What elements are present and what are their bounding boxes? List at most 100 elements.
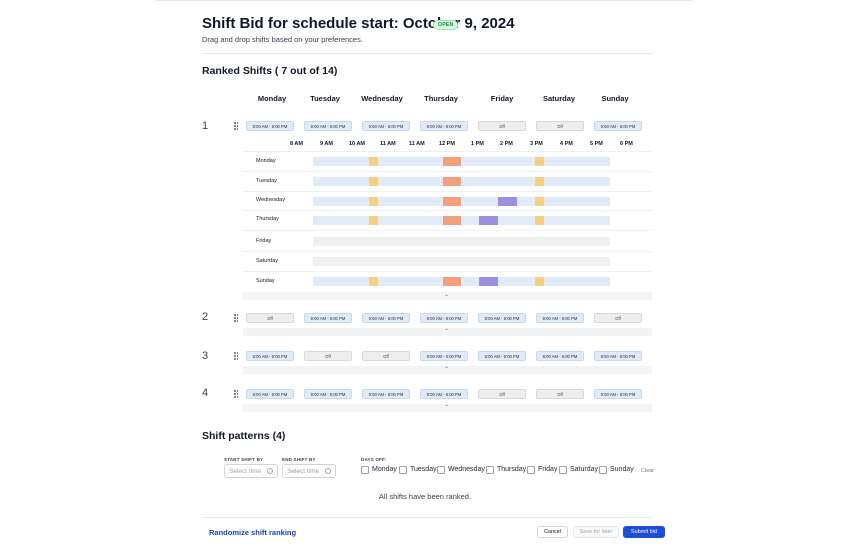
shift-timeline-bar xyxy=(313,216,610,225)
chevron-up-icon[interactable]: ⌃ xyxy=(444,405,450,411)
drag-handle-icon[interactable] xyxy=(234,352,238,360)
day-header-friday: Friday xyxy=(490,94,514,103)
shift-pill: 9:00 AM - 6:00 PM xyxy=(420,389,468,399)
hour-label: 5 PM xyxy=(590,141,603,147)
lunch-segment xyxy=(443,277,461,286)
shift-pill: 8:00 AM - 5:00 PM xyxy=(536,351,584,361)
end-time-placeholder: Select time xyxy=(287,467,320,475)
checkbox-wednesday[interactable] xyxy=(437,466,445,474)
chevron-up-icon[interactable]: ⌃ xyxy=(444,329,450,335)
off-day-timeline-bar xyxy=(313,257,610,266)
shift-pill: 9:00 AM - 6:00 PM xyxy=(536,313,584,323)
day-header-thursday: Thursday xyxy=(424,94,458,103)
submit-bid-button[interactable]: Submit bid xyxy=(623,526,665,538)
start-shift-label: START SHIFT BY xyxy=(224,457,264,462)
shift-pill: 9:00 AM - 6:00 PM xyxy=(594,121,642,131)
start-time-placeholder: Select time xyxy=(229,467,262,475)
row-divider xyxy=(243,210,652,211)
shift-pill: 9:00 AM - 6:00 PM xyxy=(362,121,410,131)
hour-label: 12 PM xyxy=(439,141,455,147)
shift-pill-off: Off xyxy=(246,313,294,323)
day-header-monday: Monday xyxy=(257,94,287,103)
drag-handle-icon[interactable] xyxy=(234,122,238,130)
break-segment xyxy=(535,177,544,186)
detail-day-label: Tuesday xyxy=(256,178,277,184)
drag-handle-icon[interactable] xyxy=(234,314,238,322)
empty-state-message: All shifts have been ranked. xyxy=(378,492,472,501)
detail-day-label: Saturday xyxy=(256,258,279,264)
top-divider xyxy=(156,0,692,1)
checkbox-saturday[interactable] xyxy=(559,466,567,474)
shift-pill-off: Off xyxy=(478,389,526,399)
hour-label: 10 AM xyxy=(349,141,365,147)
checkbox-friday[interactable] xyxy=(527,466,535,474)
day-header-tuesday: Tuesday xyxy=(310,94,340,103)
save-for-later-button[interactable]: Save for later xyxy=(573,526,619,538)
cancel-button[interactable]: Cancel xyxy=(537,526,568,538)
shift-pill: 9:00 AM - 6:00 PM xyxy=(246,121,294,131)
checkbox-sunday[interactable] xyxy=(599,466,607,474)
end-time-input[interactable]: Select time xyxy=(282,464,336,478)
shift-pill: 9:00 AM - 6:00 PM xyxy=(362,313,410,323)
hour-label: 11 AM xyxy=(409,141,425,147)
footer-divider xyxy=(202,517,652,518)
checkbox-label: Monday xyxy=(372,466,397,473)
checkbox-label: Tuesday xyxy=(410,466,437,473)
shift-pill: 9:00 AM - 6:00 PM xyxy=(420,121,468,131)
checkbox-tuesday[interactable] xyxy=(399,466,407,474)
expand-bar[interactable] xyxy=(243,404,652,412)
randomize-ranking-link[interactable]: Randomize shift ranking xyxy=(209,528,297,537)
day-header-saturday: Saturday xyxy=(542,94,576,103)
chevron-down-icon[interactable]: ⌄ xyxy=(444,292,450,298)
shift-timeline-bar xyxy=(313,157,610,166)
row-divider xyxy=(243,271,652,272)
row-divider xyxy=(243,251,652,252)
lunch-segment xyxy=(443,177,461,186)
row-divider xyxy=(243,230,652,231)
days-off-label: DAYS OFF: xyxy=(361,457,387,462)
hour-label: 2 PM xyxy=(500,141,513,147)
shift-patterns-title: Shift patterns (4) xyxy=(202,430,286,442)
shift-pill-off: Off xyxy=(478,121,526,131)
shift-timeline-bar xyxy=(313,197,610,206)
shift-pill: 8:00 AM - 5:00 PM xyxy=(246,351,294,361)
hour-label: 6 PM xyxy=(620,141,633,147)
drag-handle-icon[interactable] xyxy=(234,390,238,398)
hour-label: 11 AM xyxy=(380,141,396,147)
shift-pill: 8:00 AM - 5:00 PM xyxy=(478,351,526,361)
shift-pill-off: Off xyxy=(594,313,642,323)
detail-day-label: Monday xyxy=(256,158,276,164)
row-divider xyxy=(243,151,652,152)
lunch-segment xyxy=(443,157,461,166)
checkbox-label: Thursday xyxy=(497,466,527,473)
shift-pill: 9:00 AM - 6:00 PM xyxy=(594,389,642,399)
start-time-input[interactable]: Select time xyxy=(224,464,278,478)
shift-pill: 8:00 AM - 5:00 PM xyxy=(420,351,468,361)
expand-bar[interactable] xyxy=(243,366,652,374)
off-day-timeline-bar xyxy=(313,237,610,246)
shift-pill: 9:00 AM - 6:00 PM xyxy=(420,313,468,323)
checkbox-label: Wednesday xyxy=(448,466,485,473)
checkbox-monday[interactable] xyxy=(361,466,369,474)
rank-number: 1 xyxy=(202,120,209,132)
hour-label: 4 PM xyxy=(560,141,573,147)
end-shift-label: END SHIFT BY xyxy=(282,457,316,462)
clear-filters-link[interactable]: Clear xyxy=(641,468,655,474)
clock-icon xyxy=(267,468,273,474)
expand-bar[interactable] xyxy=(243,328,652,336)
rank-number: 2 xyxy=(202,311,209,323)
checkbox-thursday[interactable] xyxy=(486,466,494,474)
shift-pill: 9:00 AM - 6:00 PM xyxy=(362,389,410,399)
shift-pill: 9:00 AM - 6:00 PM xyxy=(246,389,294,399)
break-segment xyxy=(369,177,378,186)
ranked-shifts-title: Ranked Shifts ( 7 out of 14) xyxy=(202,65,338,77)
collapse-bar[interactable] xyxy=(243,292,652,300)
page-title: Shift Bid for schedule start: October 9,… xyxy=(202,15,515,32)
shift-timeline-bar xyxy=(313,277,610,286)
status-badge: OPEN xyxy=(433,20,459,30)
rank-number: 4 xyxy=(202,387,209,399)
rank-number: 3 xyxy=(202,350,209,362)
chevron-up-icon[interactable]: ⌃ xyxy=(444,367,450,373)
break-segment xyxy=(535,157,544,166)
shift-pill: 8:00 AM - 5:00 PM xyxy=(594,351,642,361)
